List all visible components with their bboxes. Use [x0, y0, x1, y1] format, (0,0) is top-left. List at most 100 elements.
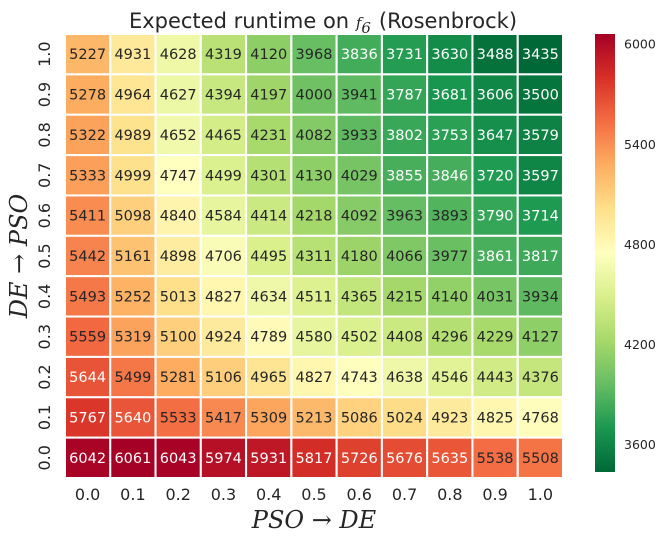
heatmap-cell-value: 4546: [431, 370, 468, 386]
heatmap-cell: [516, 234, 565, 278]
heatmap-cell-value: 5278: [69, 88, 106, 104]
heatmap-cell-value: 4747: [160, 168, 197, 184]
heatmap-cell-value: 5538: [477, 451, 514, 467]
heatmap-cell-value: 4215: [386, 289, 423, 305]
heatmap-cell-value: 4898: [160, 249, 197, 265]
colorbar-ticks: 3600 4200 4800 5400 6000: [624, 37, 656, 452]
y-tick-label: 0.5: [35, 243, 54, 268]
x-tick-label: 0.0: [75, 485, 100, 504]
heatmap-cell-value: 4130: [296, 168, 333, 184]
heatmap-cell-value: 3934: [522, 289, 559, 305]
heatmap-cell-value: 3731: [386, 47, 423, 63]
heatmap-cell: [516, 436, 565, 479]
chart-title: Expected runtime on f6 (Rosenbrock): [129, 9, 517, 37]
x-tick-label: 0.3: [211, 485, 236, 504]
heatmap-cell-value: 5013: [160, 289, 197, 305]
heatmap-cell-value: 4499: [205, 168, 242, 184]
x-tick-label: 0.6: [347, 485, 372, 504]
heatmap-cell-value: 4495: [250, 249, 287, 265]
heatmap-cell: [154, 355, 202, 399]
heatmap-cell: [516, 396, 565, 439]
heatmap-cell-value: 4789: [250, 330, 287, 346]
heatmap-cell: [245, 396, 293, 439]
heatmap-cell-value: 5533: [160, 410, 197, 426]
heatmap-cell: [471, 194, 519, 237]
heatmap-cell: [290, 33, 338, 76]
heatmap-cell-value: 4127: [522, 330, 559, 346]
heatmap-cell-value: 5493: [69, 289, 106, 305]
heatmap-cell-value: 4311: [296, 249, 333, 265]
heatmap-cell-value: 3790: [477, 209, 514, 225]
heatmap-cell: [290, 315, 338, 358]
heatmap-cell-value: 5098: [114, 209, 151, 225]
heatmap-cell-value: 4394: [205, 88, 242, 104]
heatmap-cell: [335, 315, 383, 358]
heatmap-cell-value: 5726: [341, 451, 378, 467]
x-tick-label: 0.4: [256, 485, 281, 504]
heatmap-cell: [426, 113, 474, 157]
chart-title-suffix: (Rosenbrock): [379, 9, 517, 33]
heatmap-cell: [335, 113, 383, 157]
heatmap-cell-value: 4365: [341, 289, 378, 305]
heatmap-cell-value: 4197: [250, 88, 287, 104]
heatmap-cell-value: 5309: [250, 410, 287, 426]
heatmap-cell-value: 5644: [69, 370, 106, 386]
heatmap-cell-value: 4999: [114, 168, 151, 184]
heatmap-cell-value: 4000: [296, 88, 333, 104]
y-tick-label: 0.6: [35, 203, 54, 228]
heatmap-cell-value: 5508: [522, 451, 559, 467]
heatmap-cell-value: 4923: [431, 410, 468, 426]
heatmap-cell-value: 4120: [250, 47, 287, 63]
heatmap-cell-value: 5252: [114, 289, 151, 305]
heatmap-cell-value: 5319: [114, 330, 151, 346]
x-tick-label: 0.5: [301, 485, 326, 504]
heatmap-cell: [64, 396, 112, 439]
heatmap-cell-value: 3500: [522, 88, 559, 104]
heatmap-cell-value: 4840: [160, 209, 197, 225]
heatmap-cell-value: 4319: [205, 47, 242, 63]
y-tick-label: 0.4: [35, 284, 54, 309]
heatmap-cell: [64, 315, 112, 358]
colorbar-tick-label: 5400: [624, 137, 656, 152]
heatmap-cell-value: 4414: [250, 209, 287, 225]
y-tick-label: 0.0: [35, 445, 54, 470]
heatmap-cell: [516, 194, 565, 237]
y-tick-label: 1.0: [35, 41, 54, 66]
heatmap-cell-value: 4580: [296, 330, 333, 346]
x-tick-label: 0.8: [437, 485, 462, 504]
heatmap-cell-value: 5417: [205, 410, 242, 426]
heatmap-cell-value: 4652: [160, 128, 197, 144]
heatmap-cell-value: 3933: [341, 128, 378, 144]
heatmap-cell-value: 5817: [296, 451, 333, 467]
heatmap-cell-value: 4627: [160, 88, 197, 104]
heatmap-cell-value: 5411: [69, 209, 106, 225]
heatmap-cell: [426, 355, 474, 399]
x-tick-label: 0.2: [165, 485, 190, 504]
heatmap-cell: [471, 315, 519, 358]
heatmap-cell-value: 4218: [296, 209, 333, 225]
x-tick-label: 0.9: [482, 485, 507, 504]
heatmap-cell-value: 3893: [431, 209, 468, 225]
heatmap-cell: [64, 113, 112, 157]
heatmap-cell-value: 3787: [386, 88, 423, 104]
heatmap-cell-value: 4180: [341, 249, 378, 265]
heatmap-cell: [335, 194, 383, 237]
heatmap-cell: [380, 113, 429, 157]
heatmap-cell: [109, 275, 157, 318]
heatmap-cell: [426, 436, 474, 479]
heatmap-cell-value: 4231: [250, 128, 287, 144]
x-tick-label: 0.7: [392, 485, 417, 504]
heatmap-cell: [199, 315, 248, 358]
heatmap-cell-value: 4140: [431, 289, 468, 305]
heatmap-cell: [426, 73, 474, 116]
heatmap-cells: [64, 33, 565, 479]
chart-title-math-subscript: 6: [361, 19, 371, 37]
heatmap-cell-value: 4706: [205, 249, 242, 265]
heatmap-cell: [290, 154, 338, 197]
heatmap-cell-value: 3579: [522, 128, 559, 144]
heatmap-cell-value: 4965: [250, 370, 287, 386]
heatmap-cell-value: 4229: [477, 330, 514, 346]
colorbar: 3600 4200 4800 5400 6000: [595, 34, 656, 472]
heatmap-cell-value: 5640: [114, 410, 151, 426]
